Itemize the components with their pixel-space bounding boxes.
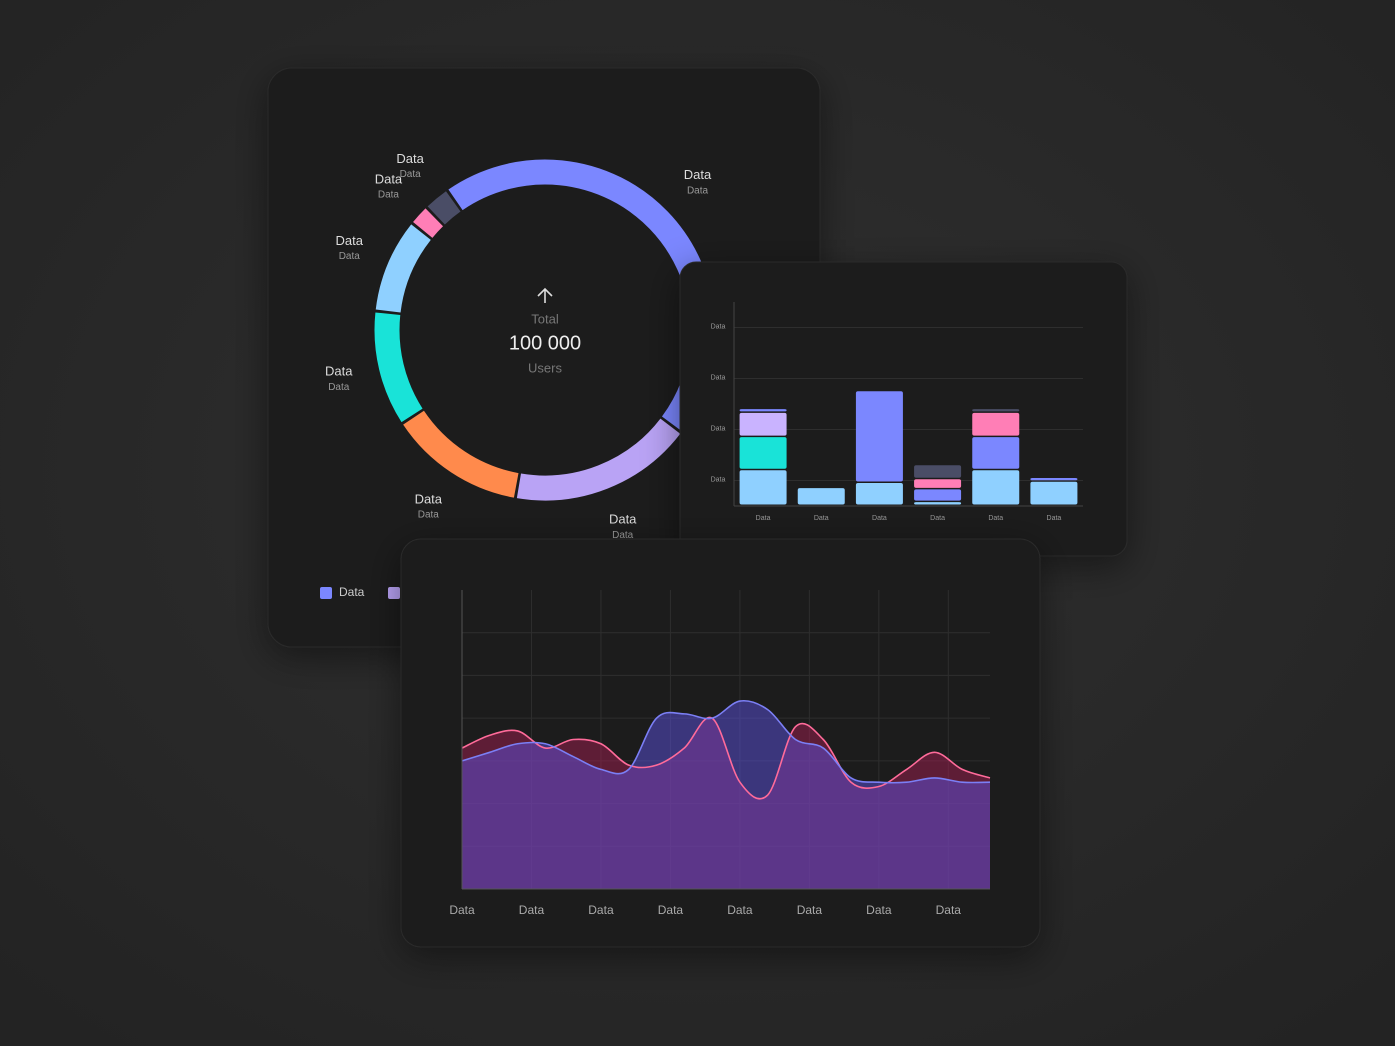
x-tick-label: Data: [930, 515, 945, 522]
x-tick-label: Data: [756, 515, 771, 522]
segment-sublabel: Data: [328, 382, 350, 393]
x-tick-label: Data: [658, 903, 684, 917]
segment-label: Data: [415, 491, 443, 506]
x-tick-label: Data: [797, 903, 823, 917]
bar-segment: [739, 437, 787, 469]
x-tick-label: Data: [727, 903, 753, 917]
y-tick-label: Data: [711, 374, 726, 381]
bar-segment: [855, 391, 903, 482]
bar-segment: [972, 470, 1020, 505]
x-tick-label: Data: [936, 903, 962, 917]
bar-segment: [914, 479, 962, 488]
center-title: Total: [531, 311, 559, 326]
segment-label: Data: [336, 233, 364, 248]
segment-sublabel: Data: [339, 251, 361, 262]
segment-label: Data: [375, 171, 403, 186]
bar-segment: [739, 470, 787, 505]
x-tick-label: Data: [519, 903, 545, 917]
x-tick-label: Data: [814, 515, 829, 522]
segment-label: Data: [325, 364, 353, 379]
bar-segment: [972, 437, 1020, 469]
legend-swatch: [320, 587, 332, 599]
legend-swatch: [388, 587, 400, 599]
bar-segment: [1030, 477, 1078, 481]
segment-sublabel: Data: [378, 190, 400, 201]
x-tick-label: Data: [988, 515, 1003, 522]
y-tick-label: Data: [711, 323, 726, 330]
bar-segment: [914, 465, 962, 478]
donut-segment: [375, 224, 431, 313]
donut-segment: [403, 410, 519, 498]
segment-label: Data: [396, 151, 424, 166]
bar-segment: [972, 412, 1020, 436]
x-tick-label: Data: [872, 515, 887, 522]
y-tick-label: Data: [711, 425, 726, 432]
bar-segment: [855, 483, 903, 505]
donut-segment: [413, 208, 444, 238]
segment-label: Data: [684, 167, 712, 182]
card: [679, 261, 1128, 557]
segment-sublabel: Data: [612, 530, 634, 541]
x-tick-label: Data: [1047, 515, 1062, 522]
center-value: 100 000: [509, 332, 581, 354]
line: [461, 699, 991, 784]
area-card: Data Data Data Data Data Data Data Data: [400, 538, 1041, 948]
legend-label: Data: [339, 585, 365, 599]
bar-segment: [914, 489, 962, 501]
area-fill: [462, 700, 990, 889]
x-tick-label: Data: [866, 903, 892, 917]
segment-sublabel: Data: [418, 510, 440, 521]
bar-card: Data Data Data Data Data Data Data Data Data Data: [679, 261, 1128, 557]
y-tick-label: Data: [711, 476, 726, 483]
bar-segment: [914, 502, 962, 505]
bar-segment: [1030, 481, 1078, 505]
donut-segment: [374, 312, 423, 423]
line: [461, 716, 991, 800]
bar-segment: [739, 409, 787, 412]
arrow-icon: [537, 287, 553, 303]
donut-segment: [427, 191, 461, 225]
bar-segment: [797, 488, 845, 505]
bar-segment: [972, 409, 1020, 412]
bar-segment: [739, 412, 787, 436]
segment-sublabel: Data: [687, 185, 709, 196]
donut-segment: [516, 418, 681, 501]
x-tick-label: Data: [449, 903, 475, 917]
x-tick-label: Data: [588, 903, 614, 917]
segment-sublabel: Data: [400, 169, 422, 180]
center-unit: Users: [528, 360, 562, 375]
segment-label: Data: [609, 512, 637, 527]
